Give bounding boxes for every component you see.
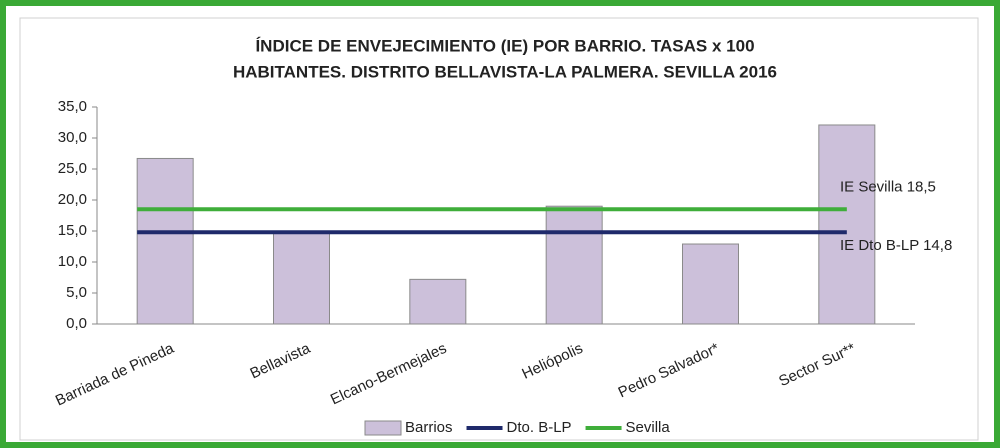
chart-title: HABITANTES. DISTRITO BELLAVISTA-LA PALME… [233, 62, 777, 81]
legend-label: Dto. B-LP [507, 419, 572, 436]
y-tick-label: 15,0 [58, 222, 87, 239]
y-tick-label: 20,0 [58, 191, 87, 208]
chart-title: ÍNDICE DE ENVEJECIMIENTO (IE) POR BARRIO… [255, 36, 754, 55]
bar [682, 243, 739, 325]
annotation: IE Sevilla 18,5 [840, 178, 936, 195]
legend-label: Barrios [405, 419, 453, 436]
legend-label: Sevilla [626, 419, 671, 436]
y-tick-label: 30,0 [58, 129, 87, 146]
bar [818, 124, 876, 325]
y-tick-label: 10,0 [58, 253, 87, 270]
bar [545, 205, 603, 325]
bar [273, 231, 330, 325]
y-tick-label: 0,0 [66, 315, 87, 332]
chart-border [19, 17, 979, 441]
y-tick-label: 5,0 [66, 284, 87, 301]
y-tick-label: 25,0 [58, 160, 87, 177]
legend-swatch [364, 420, 402, 436]
bar [409, 278, 467, 325]
bar [136, 157, 194, 325]
y-tick-label: 35,0 [58, 98, 87, 115]
annotation: IE Dto B-LP 14,8 [840, 237, 952, 254]
